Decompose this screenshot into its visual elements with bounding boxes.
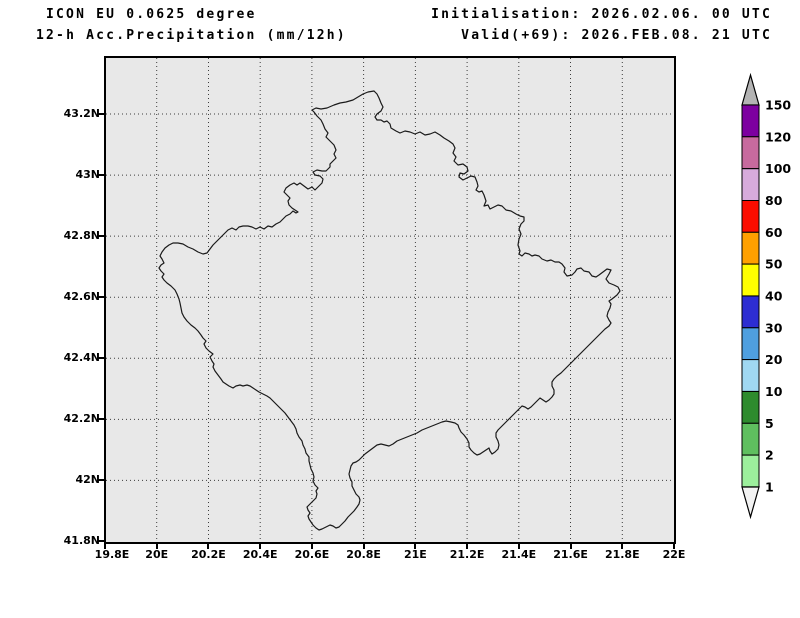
colorbar-segment [741, 295, 760, 329]
valid-time: Valid(+69): 2026.FEB.08. 21 UTC [461, 28, 772, 43]
x-tick-label: 21.2E [449, 548, 485, 561]
x-tick-mark [362, 544, 365, 549]
x-tick-label: 19.8E [94, 548, 130, 561]
x-tick-mark [259, 544, 262, 549]
precipitation-colorbar: 150 120 100 80 60 50 40 30 20 10 5 2 1 [741, 73, 791, 520]
x-tick-mark [310, 544, 313, 549]
x-tick-label: 21.4E [501, 548, 537, 561]
x-tick-mark [466, 544, 469, 549]
x-tick-mark [517, 544, 520, 549]
x-tick-mark [155, 544, 158, 549]
x-tick-mark [414, 544, 417, 549]
y-tick-mark [97, 540, 104, 543]
colorbar-level-label: 80 [765, 193, 783, 208]
colorbar-segment [741, 104, 760, 138]
colorbar-level-label: 10 [765, 384, 783, 399]
y-tick-label: 43N [75, 168, 100, 182]
colorbar-level-label: 50 [765, 257, 783, 272]
colorbar-over-arrow-icon [741, 73, 760, 106]
x-tick-label: 22E [662, 548, 686, 561]
y-tick-label: 41.8N [63, 534, 100, 548]
model-title: ICON EU 0.0625 degree [46, 7, 257, 22]
colorbar-level-label: 40 [765, 289, 783, 304]
colorbar-segment [741, 168, 760, 201]
y-tick-mark [97, 357, 104, 360]
x-tick-label: 20E [145, 548, 169, 561]
colorbar-under-arrow-icon [741, 486, 760, 520]
lat-lon-gridlines [106, 58, 674, 542]
colorbar-segment [741, 359, 760, 392]
colorbar-labels: 150 120 100 80 60 50 40 30 20 10 5 2 1 [765, 98, 791, 495]
colorbar-level-label: 1 [765, 480, 774, 495]
y-tick-label: 42N [75, 473, 100, 487]
colorbar-level-label: 150 [765, 98, 791, 113]
x-tick-label: 20.6E [294, 548, 330, 561]
y-tick-mark [97, 174, 104, 177]
y-tick-label: 42.8N [63, 229, 100, 243]
colorbar-level-label: 30 [765, 320, 783, 335]
y-tick-mark [97, 418, 104, 421]
y-tick-label: 42.6N [63, 290, 100, 304]
kosovo-border-outline [158, 90, 621, 531]
x-tick-mark [621, 544, 624, 549]
colorbar-segment [741, 422, 760, 456]
colorbar-segment [741, 327, 760, 361]
y-tick-mark [97, 479, 104, 482]
colorbar-segment [741, 454, 760, 488]
x-tick-label: 20.8E [346, 548, 381, 561]
product-title: 12-h Acc.Precipitation (mm/12h) [36, 28, 347, 43]
x-tick-label: 21.8E [604, 548, 640, 561]
colorbar-level-label: 100 [765, 161, 791, 176]
colorbar-level-label: 120 [765, 129, 791, 144]
colorbar-level-label: 60 [765, 225, 783, 240]
initialisation-time: Initialisation: 2026.02.06. 00 UTC [431, 7, 772, 22]
map-plot-area [104, 56, 676, 544]
colorbar-level-label: 2 [765, 448, 774, 463]
x-tick-mark [104, 544, 106, 549]
colorbar-segment [741, 391, 760, 424]
x-tick-mark [672, 544, 675, 549]
colorbar-segment [741, 200, 760, 233]
x-tick-mark [207, 544, 210, 549]
x-tick-label: 21E [403, 548, 427, 561]
colorbar-level-label: 20 [765, 352, 783, 367]
colorbar-segments [741, 104, 760, 488]
y-tick-label: 42.2N [63, 412, 100, 426]
y-tick-mark [97, 113, 104, 115]
colorbar-segment [741, 263, 760, 297]
colorbar-level-label: 5 [765, 416, 774, 431]
y-tick-mark [97, 296, 104, 299]
x-tick-label: 20.4E [242, 548, 278, 561]
colorbar-segment [741, 231, 760, 265]
x-tick-label: 20.2E [191, 548, 226, 561]
x-tick-mark [569, 544, 572, 549]
y-tick-mark [97, 235, 104, 238]
map-plot-svg [106, 58, 674, 542]
y-tick-label: 43.2N [63, 107, 100, 120]
colorbar-segment [741, 136, 760, 170]
y-tick-label: 42.4N [63, 351, 100, 365]
x-tick-label: 21.6E [553, 548, 588, 561]
